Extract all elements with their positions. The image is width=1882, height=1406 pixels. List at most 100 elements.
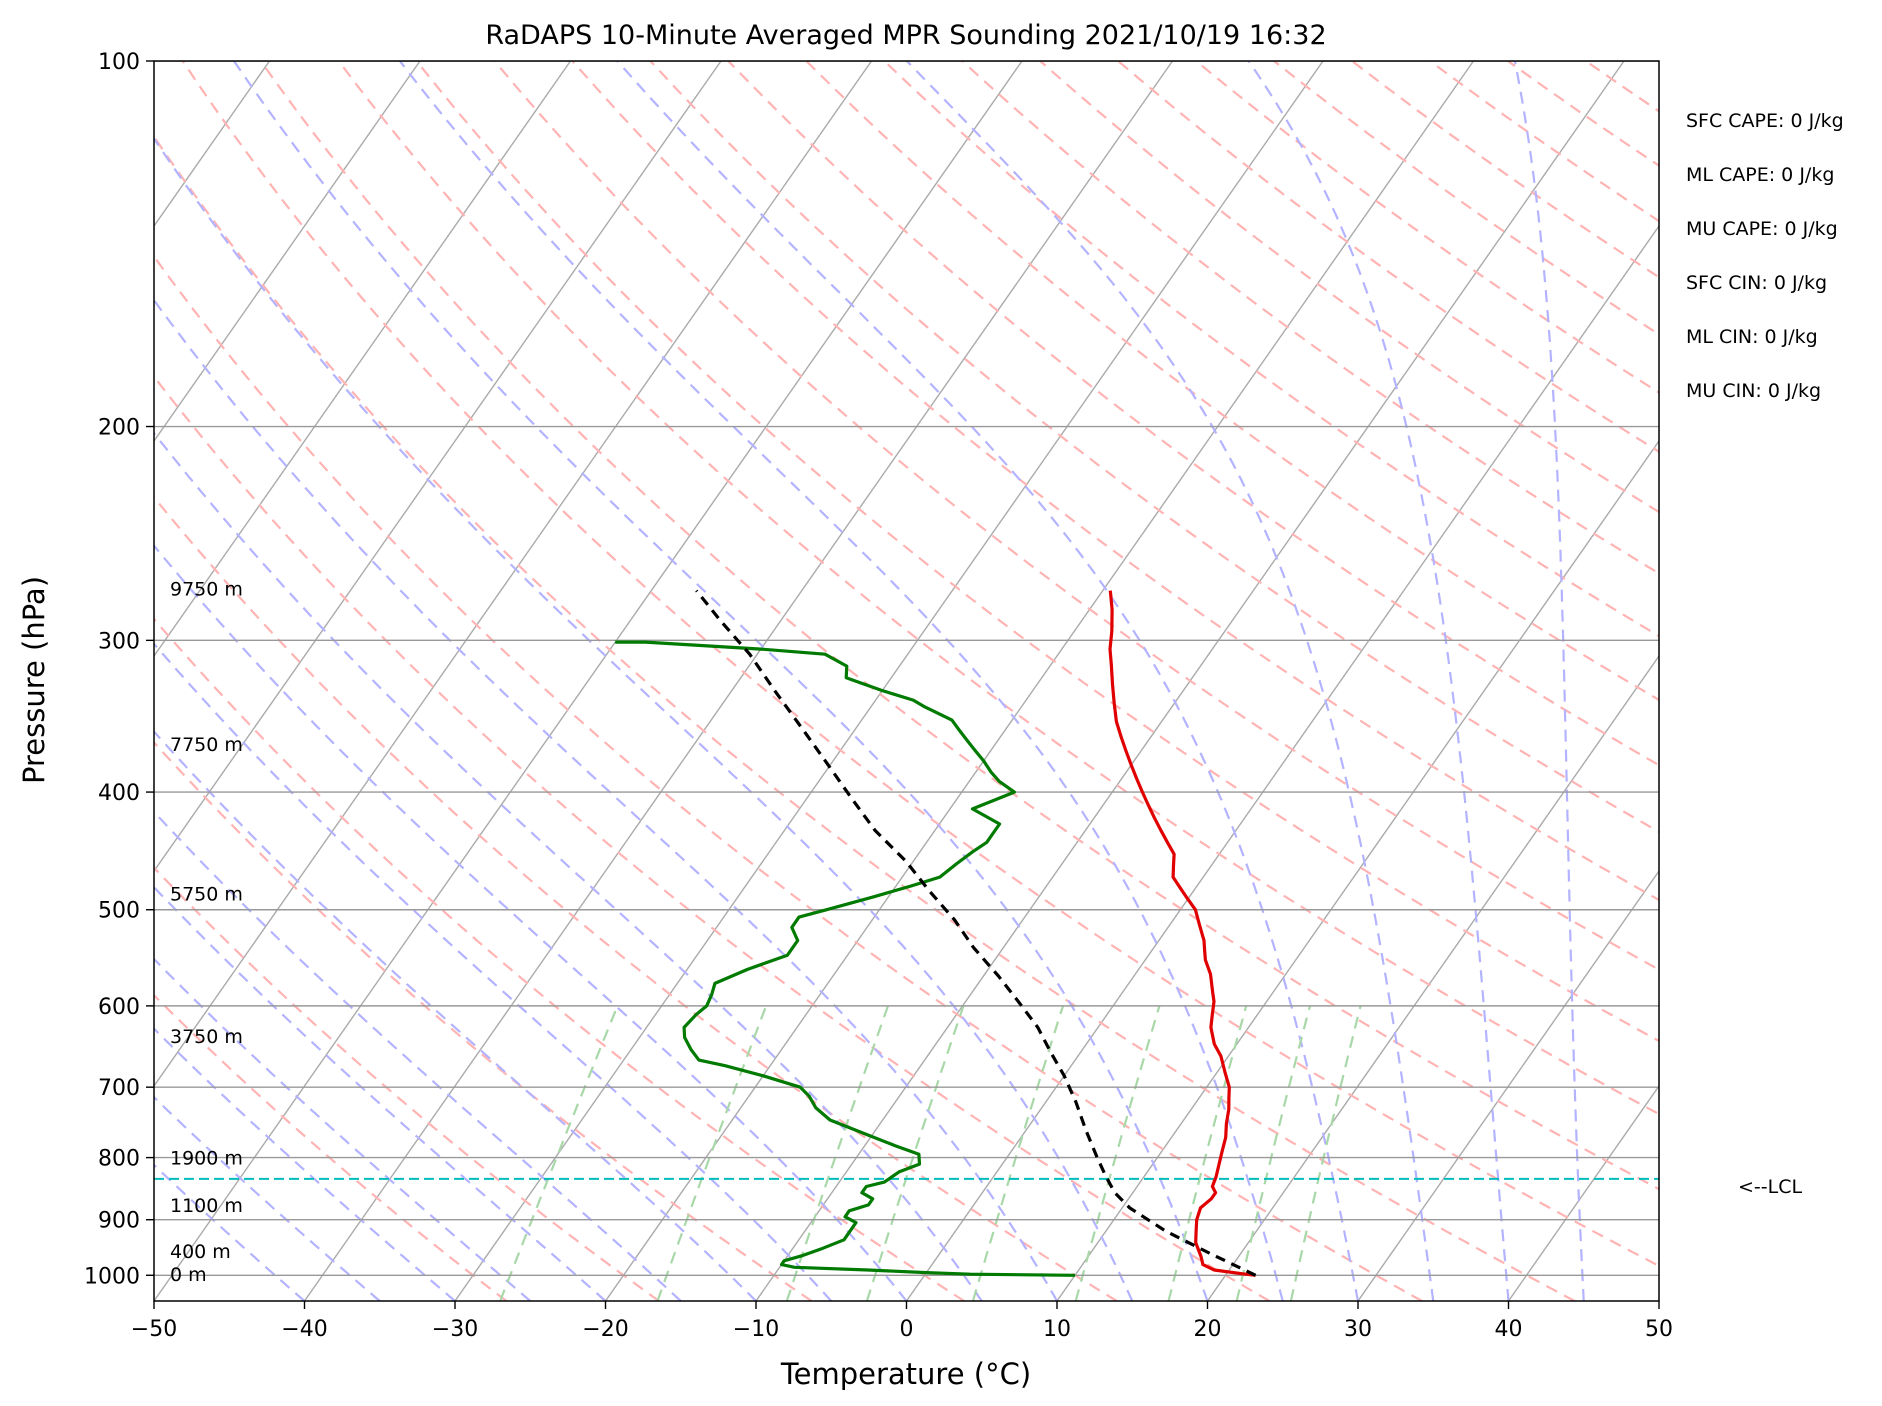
dry-adiabat-line bbox=[154, 617, 965, 1301]
dry-adiabat-line bbox=[154, 993, 508, 1301]
moist-adiabat-line bbox=[232, 61, 1209, 1301]
index-label: ML CAPE: 0 J/kg bbox=[1686, 164, 1834, 186]
isotherm-line bbox=[1056, 439, 1659, 1301]
x-tick-label: −10 bbox=[733, 1317, 779, 1342]
height-label: 5750 m bbox=[170, 884, 243, 906]
x-tick-label: 30 bbox=[1344, 1317, 1372, 1342]
x-tick-label: 40 bbox=[1495, 1317, 1523, 1342]
moist-adiabat-line bbox=[154, 729, 757, 1301]
y-tick-label: 100 bbox=[98, 50, 140, 75]
dry-adiabat-line bbox=[961, 61, 1659, 575]
dry-adiabat-line bbox=[154, 495, 1118, 1301]
chart-title: RaDAPS 10-Minute Averaged MPR Sounding 2… bbox=[485, 20, 1326, 51]
isotherm-line bbox=[154, 61, 572, 658]
dry-adiabat-line bbox=[1429, 61, 1659, 223]
height-label: 400 m bbox=[170, 1241, 231, 1263]
y-tick-label: 900 bbox=[98, 1209, 140, 1234]
moist-adiabat-line bbox=[616, 61, 1360, 1301]
dry-adiabat-line bbox=[1742, 61, 1882, 1301]
moist-adiabat-line bbox=[398, 61, 1284, 1301]
moist-adiabat-line bbox=[154, 1163, 306, 1301]
pressure-gridlines bbox=[154, 61, 1659, 1276]
moist-adiabat-line bbox=[154, 298, 1058, 1301]
moist-adiabat-line bbox=[154, 431, 983, 1301]
dewpoint-profile-line bbox=[615, 640, 1076, 1277]
y-tick-label: 500 bbox=[98, 899, 140, 924]
isotherm-line bbox=[1658, 1299, 1659, 1301]
dry-adiabat-line bbox=[1273, 61, 1659, 336]
y-axis-label: Pressure (hPa) bbox=[17, 576, 51, 784]
parcel-profile-line bbox=[695, 589, 1257, 1277]
temperature-profile-line bbox=[1108, 590, 1256, 1277]
x-tick-label: −20 bbox=[582, 1317, 628, 1342]
mixing-ratio-line bbox=[1235, 1005, 1312, 1301]
isotherm-line bbox=[1206, 654, 1659, 1301]
dry-adiabat-line bbox=[1039, 61, 1659, 514]
y-tick-label: 200 bbox=[98, 416, 140, 441]
y-tick-label: 400 bbox=[98, 781, 140, 806]
dry-adiabat-line bbox=[493, 61, 1659, 971]
dry-adiabat-line bbox=[154, 254, 1423, 1301]
index-label: SFC CAPE: 0 J/kg bbox=[1686, 110, 1844, 132]
dry-adiabat-line bbox=[1585, 61, 1659, 113]
isotherm-line bbox=[1507, 1084, 1659, 1301]
moist-adiabat-line bbox=[154, 810, 682, 1301]
dry-adiabat-line bbox=[1351, 61, 1659, 279]
isotherm-line bbox=[154, 61, 421, 443]
y-tick-label: 1000 bbox=[84, 1264, 140, 1289]
isotherm-line bbox=[1810, 61, 1882, 1301]
index-label: SFC CIN: 0 J/kg bbox=[1686, 272, 1827, 294]
index-label: ML CIN: 0 J/kg bbox=[1686, 326, 1818, 348]
moist-adiabat-line bbox=[154, 1095, 381, 1301]
moist-adiabat-line bbox=[154, 957, 532, 1301]
lcl-label: <--LCL bbox=[1738, 1176, 1802, 1198]
moist-adiabat-line bbox=[154, 136, 1134, 1301]
isotherm-line bbox=[1357, 869, 1659, 1301]
dry-adiabat-line bbox=[154, 866, 660, 1301]
moist-adiabat-line bbox=[154, 642, 833, 1301]
isotherm-line bbox=[303, 61, 1174, 1301]
index-label: MU CAPE: 0 J/kg bbox=[1686, 218, 1838, 240]
dry-adiabat-line bbox=[181, 61, 1659, 1268]
height-label: 0 m bbox=[170, 1264, 207, 1286]
height-label: 1100 m bbox=[170, 1195, 243, 1217]
height-label: 9750 m bbox=[170, 579, 243, 601]
dry-adiabat-line bbox=[154, 374, 1270, 1301]
mixing-ratio-line bbox=[1074, 1005, 1161, 1301]
height-label: 7750 m bbox=[170, 734, 243, 756]
height-label: 1900 m bbox=[170, 1148, 243, 1170]
isotherm-line bbox=[154, 61, 722, 873]
y-tick-label: 700 bbox=[98, 1076, 140, 1101]
dry-adiabat-line bbox=[1664, 61, 1882, 1301]
y-tick-label: 300 bbox=[98, 629, 140, 654]
dry-adiabat-line bbox=[259, 61, 1659, 1191]
moist-adiabat-line bbox=[154, 1027, 456, 1301]
index-label: MU CIN: 0 J/kg bbox=[1686, 380, 1821, 402]
mixing-ratio-line bbox=[971, 1005, 1065, 1301]
mixing-ratio-line bbox=[1167, 1005, 1248, 1301]
mixing-ratio-line bbox=[1289, 1005, 1362, 1301]
mixing-ratio-line bbox=[499, 1005, 619, 1301]
isotherm-line bbox=[154, 61, 1023, 1301]
x-tick-label: 0 bbox=[900, 1317, 914, 1342]
dry-adiabat-line bbox=[154, 134, 1576, 1301]
x-tick-label: −40 bbox=[281, 1317, 327, 1342]
moist-adiabat-line bbox=[1247, 61, 1510, 1301]
moist-adiabat-line bbox=[1513, 61, 1585, 1301]
mixing-ratio-line bbox=[656, 1005, 768, 1301]
dry-adiabat-line bbox=[337, 61, 1659, 1116]
x-tick-label: 50 bbox=[1645, 1317, 1673, 1342]
moist-adiabat-line bbox=[906, 61, 1435, 1301]
x-tick-label: 20 bbox=[1194, 1317, 1222, 1342]
dry-adiabat-line bbox=[1117, 61, 1659, 454]
background-lines bbox=[154, 61, 1882, 1301]
plot-frame bbox=[153, 60, 1660, 1302]
sounding-series bbox=[615, 589, 1257, 1277]
moist-adiabat-line bbox=[154, 544, 908, 1301]
isotherm-line bbox=[905, 224, 1659, 1301]
x-axis-label: Temperature (°C) bbox=[780, 1357, 1031, 1391]
